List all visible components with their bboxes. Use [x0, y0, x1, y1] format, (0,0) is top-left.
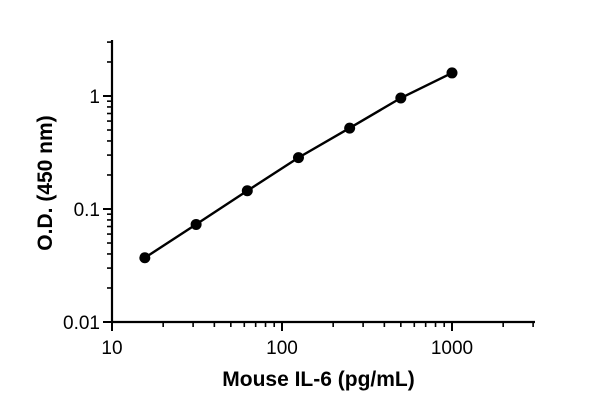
y-ticks: 0.01 0.1 1	[63, 41, 112, 334]
y-tick-label: 1	[89, 87, 100, 108]
y-tick-label: 0.1	[74, 200, 100, 221]
data-point	[344, 122, 356, 134]
data-point	[395, 92, 407, 104]
standard-curve-line	[144, 71, 453, 259]
y-tick-label: 0.01	[63, 313, 100, 334]
data-point	[190, 218, 202, 230]
data-point	[446, 67, 458, 79]
y-axis-title: O.D. (450 nm)	[34, 115, 57, 250]
x-tick-label: 10	[101, 338, 122, 359]
x-axis-title: Mouse IL-6 (pg/mL)	[222, 368, 415, 391]
x-tick-label: 1000	[431, 338, 473, 359]
data-point	[139, 252, 151, 264]
x-ticks: 10 100 1000	[101, 322, 534, 359]
axes	[110, 40, 535, 324]
data-point	[241, 185, 253, 197]
plot-area	[139, 67, 458, 264]
data-point	[292, 152, 304, 164]
x-tick-label: 100	[266, 338, 298, 359]
